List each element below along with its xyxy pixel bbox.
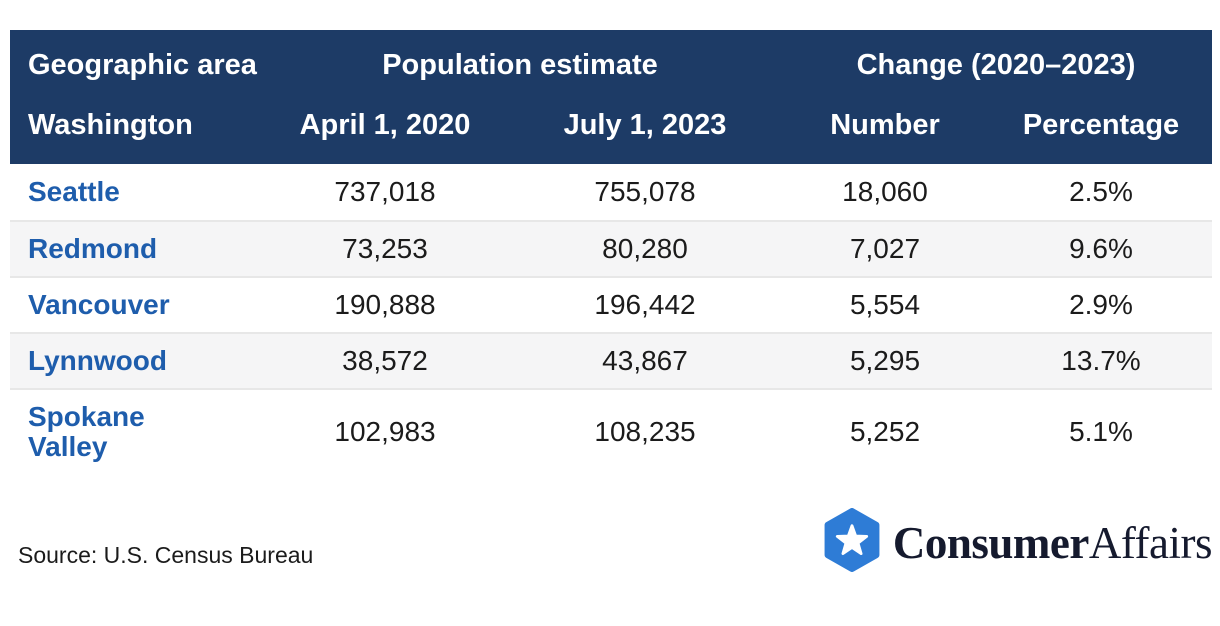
change-number-value: 5,554 (849, 289, 921, 320)
page: Geographic area Population estimate Chan… (10, 30, 1213, 577)
table-row: Seattle 737,018 755,078 18,060 2.5% (10, 164, 1212, 220)
table-row: Vancouver 190,888 196,442 5,554 2.9% (10, 276, 1212, 332)
city-link[interactable]: Seattle (10, 165, 260, 219)
table-header-group-row: Geographic area Population estimate Chan… (10, 46, 1212, 84)
pop-2023-value: 80,280 (602, 233, 688, 264)
wordmark-consumer: Consumer (892, 517, 1090, 568)
source-attribution: Source: U.S. Census Bureau (18, 542, 314, 568)
consumeraffairs-logo: ConsumerAffairs (823, 508, 1213, 577)
table-row: Lynnwood 38,572 43,867 5,295 13.7% (10, 332, 1212, 388)
change-pct-value: 2.5% (1069, 176, 1133, 207)
header-geographic-area-label: Geographic area (28, 49, 257, 81)
pop-2020-value: 190,888 (334, 289, 436, 320)
header-geographic-area: Geographic area (10, 46, 260, 84)
wordmark-affairs: Affairs (1088, 517, 1213, 568)
pop-2023-value: 755,078 (594, 176, 696, 207)
pop-2023-value: 108,235 (594, 416, 696, 447)
change-pct-value: 9.6% (1069, 233, 1133, 264)
footer: Source: U.S. Census Bureau ConsumerAffai… (10, 508, 1213, 577)
header-april-2020: April 1, 2020 (299, 109, 471, 141)
population-table: Geographic area Population estimate Chan… (10, 30, 1212, 474)
header-july-2023: July 1, 2023 (563, 109, 727, 141)
change-pct-value: 5.1% (1069, 416, 1133, 447)
pop-2020-value: 73,253 (342, 233, 428, 264)
header-change-number: Number (830, 109, 940, 141)
pop-2023-value: 196,442 (594, 289, 696, 320)
city-link[interactable]: Redmond (10, 222, 260, 276)
header-group-population-estimate: Population estimate (382, 49, 658, 81)
city-label: Spokane Valley (28, 401, 145, 462)
city-link[interactable]: Lynnwood (10, 334, 260, 388)
consumeraffairs-wordmark: ConsumerAffairs (892, 511, 1213, 575)
city-link[interactable]: Vancouver (10, 278, 260, 332)
consumeraffairs-hexagon-star-icon (823, 508, 881, 577)
city-label: Lynnwood (28, 345, 167, 376)
change-pct-value: 2.9% (1069, 289, 1133, 320)
city-label: Seattle (28, 176, 120, 207)
pop-2020-value: 38,572 (342, 345, 428, 376)
header-washington: Washington (28, 109, 193, 141)
change-number-value: 7,027 (849, 233, 921, 264)
city-label: Vancouver (28, 289, 170, 320)
table-header-sub-row: Washington April 1, 2020 July 1, 2023 Nu… (10, 108, 1212, 142)
change-number-value: 5,295 (849, 345, 921, 376)
city-label: Redmond (28, 233, 158, 264)
table-row: Redmond 73,253 80,280 7,027 9.6% (10, 220, 1212, 276)
change-pct-value: 13.7% (1061, 345, 1141, 376)
pop-2023-value: 43,867 (602, 345, 688, 376)
city-link[interactable]: Spokane Valley (10, 390, 260, 474)
header-group-change: Change (2020–2023) (856, 49, 1136, 81)
header-change-percentage: Percentage (1022, 109, 1180, 141)
change-number-value: 18,060 (842, 176, 928, 207)
pop-2020-value: 102,983 (334, 416, 436, 447)
table-header: Geographic area Population estimate Chan… (10, 30, 1212, 164)
change-number-value: 5,252 (849, 416, 921, 447)
pop-2020-value: 737,018 (334, 176, 436, 207)
table-row: Spokane Valley 102,983 108,235 5,252 5.1… (10, 388, 1212, 474)
